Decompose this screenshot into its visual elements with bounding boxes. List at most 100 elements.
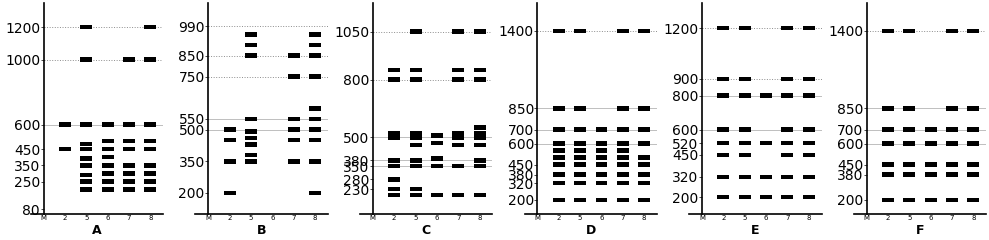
Bar xyxy=(967,29,979,33)
Bar xyxy=(739,174,751,179)
Bar xyxy=(617,181,629,185)
Bar xyxy=(245,32,257,37)
Bar xyxy=(452,143,464,147)
Bar xyxy=(946,172,958,177)
Bar xyxy=(617,127,629,132)
Bar xyxy=(882,172,894,177)
Bar xyxy=(102,187,114,192)
Bar xyxy=(553,181,565,185)
Bar xyxy=(882,29,894,33)
Bar xyxy=(739,93,751,98)
X-axis label: F: F xyxy=(916,224,925,237)
Bar xyxy=(595,198,607,202)
Bar xyxy=(617,162,629,167)
Bar xyxy=(80,156,92,161)
Bar xyxy=(925,127,937,132)
Bar xyxy=(617,148,629,153)
Bar xyxy=(595,155,607,160)
Bar xyxy=(102,138,114,143)
Bar xyxy=(409,77,421,82)
Bar xyxy=(903,127,915,132)
Bar xyxy=(224,191,235,195)
Bar xyxy=(102,147,114,151)
Bar xyxy=(288,127,300,132)
Bar xyxy=(245,53,257,58)
Bar xyxy=(431,141,443,145)
Bar xyxy=(144,25,156,30)
Bar xyxy=(123,138,135,143)
Bar xyxy=(309,43,321,47)
Bar xyxy=(80,147,92,151)
Bar xyxy=(553,155,565,160)
Bar xyxy=(80,57,92,62)
Bar xyxy=(903,198,915,202)
Bar xyxy=(388,158,401,162)
Bar xyxy=(967,198,979,202)
X-axis label: D: D xyxy=(585,224,596,237)
Bar xyxy=(553,148,565,153)
Bar xyxy=(102,122,114,127)
Bar xyxy=(388,192,401,197)
X-axis label: B: B xyxy=(257,224,266,237)
Bar xyxy=(781,93,793,98)
Bar xyxy=(245,159,257,164)
Bar xyxy=(617,155,629,160)
Bar xyxy=(717,77,729,81)
Bar xyxy=(59,122,71,127)
Bar xyxy=(409,131,421,136)
Bar xyxy=(617,29,629,33)
Bar xyxy=(739,153,751,157)
Bar xyxy=(781,141,793,145)
Bar xyxy=(245,43,257,47)
Bar xyxy=(452,164,464,168)
Bar xyxy=(144,122,156,127)
Bar xyxy=(967,162,979,167)
Bar xyxy=(595,148,607,153)
Bar xyxy=(409,29,421,34)
Bar xyxy=(144,171,156,176)
Bar xyxy=(452,29,464,34)
Bar xyxy=(474,135,486,139)
Bar xyxy=(553,172,565,177)
Bar xyxy=(925,172,937,177)
Bar xyxy=(803,26,815,30)
Bar xyxy=(638,181,650,185)
Bar xyxy=(388,177,401,182)
Bar xyxy=(474,29,486,34)
Bar xyxy=(123,57,135,62)
Bar xyxy=(903,162,915,167)
Bar xyxy=(409,164,421,168)
Bar xyxy=(967,106,979,111)
Bar xyxy=(224,127,235,132)
Bar xyxy=(717,153,729,157)
Bar xyxy=(388,187,401,192)
Bar xyxy=(781,153,793,157)
Bar xyxy=(80,122,92,127)
Bar xyxy=(638,162,650,167)
Bar xyxy=(739,77,751,81)
Bar xyxy=(452,192,464,197)
Bar xyxy=(144,187,156,192)
Bar xyxy=(409,158,421,162)
Bar xyxy=(575,181,586,185)
Bar xyxy=(946,162,958,167)
Bar xyxy=(452,68,464,72)
Bar xyxy=(638,29,650,33)
Bar xyxy=(309,53,321,58)
Bar xyxy=(245,129,257,134)
Bar xyxy=(638,155,650,160)
Bar xyxy=(638,127,650,132)
Bar xyxy=(144,179,156,184)
Bar xyxy=(309,32,321,37)
Bar xyxy=(123,147,135,151)
Bar xyxy=(245,153,257,157)
Bar xyxy=(761,93,772,98)
Bar xyxy=(224,159,235,164)
Bar xyxy=(638,141,650,146)
Bar xyxy=(925,141,937,146)
Bar xyxy=(309,191,321,195)
Bar xyxy=(946,29,958,33)
Bar xyxy=(80,173,92,177)
Bar xyxy=(617,141,629,146)
Bar xyxy=(967,127,979,132)
